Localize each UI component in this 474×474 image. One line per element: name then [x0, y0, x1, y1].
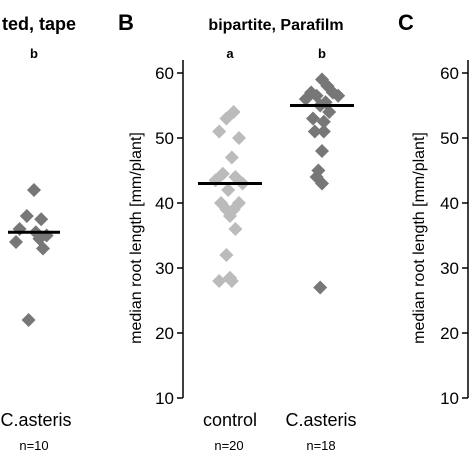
panel-c: C median root length [mm/plant] 10 20 30 40…	[398, 10, 469, 408]
panel-c-y-tick-label: 60	[440, 64, 459, 83]
data-point	[219, 111, 234, 126]
data-point	[232, 131, 246, 145]
panel-b-n-control: n=20	[214, 438, 243, 453]
data-point	[21, 313, 36, 327]
panel-b-sig-letter-control: a	[226, 46, 234, 61]
data-point	[223, 209, 237, 223]
panel-left-sig-letter: b	[30, 46, 38, 61]
data-point	[19, 209, 34, 223]
data-point	[212, 124, 227, 139]
panel-b-y-tick-label: 30	[155, 259, 174, 278]
panel-b-ylabel: median root length [mm/plant]	[128, 132, 145, 344]
panel-b: B bipartite, Parafilm a b median root le…	[118, 10, 357, 453]
panel-left: ted, tape b C.asteris n=10	[0, 14, 76, 453]
data-point	[306, 111, 320, 126]
panel-left-category-label: C.asteris	[0, 410, 71, 430]
panel-b-y-ticks: 10 20 30 40 50 60	[155, 64, 183, 408]
panel-c-label: C	[398, 10, 414, 35]
data-point	[316, 114, 331, 129]
data-point	[316, 124, 331, 139]
data-point	[315, 144, 329, 158]
panel-b-sig-letter-casteris: b	[318, 46, 326, 61]
data-point	[219, 248, 234, 262]
panel-c-y-tick-label: 30	[440, 259, 459, 278]
data-point	[12, 222, 27, 236]
panel-c-y-tick-label: 20	[440, 324, 459, 343]
panel-b-y-tick-label: 20	[155, 324, 174, 343]
panel-b-points	[208, 72, 346, 295]
data-point	[221, 183, 236, 197]
panel-b-label: B	[118, 10, 134, 35]
data-point	[27, 183, 41, 197]
data-point	[228, 222, 243, 236]
panel-b-y-tick-label: 60	[155, 64, 174, 83]
data-point	[331, 88, 346, 103]
data-point	[298, 92, 313, 106]
panel-c-y-tick-label: 40	[440, 194, 459, 213]
panel-c-y-tick-label: 50	[440, 129, 459, 148]
data-point	[212, 274, 227, 288]
data-point	[34, 212, 49, 227]
panel-left-title: ted, tape	[2, 14, 76, 34]
data-point	[307, 124, 322, 139]
panel-left-n-label: n=10	[19, 438, 48, 453]
data-point	[322, 105, 337, 119]
data-point	[9, 235, 23, 249]
data-point	[315, 176, 329, 191]
panel-c-ylabel: median root length [mm/plant]	[411, 132, 428, 344]
panel-b-title: bipartite, Parafilm	[208, 17, 343, 34]
panel-c-y-ticks: 10 20 30 40 50 60	[440, 64, 468, 408]
panel-b-y-tick-label: 40	[155, 194, 174, 213]
panel-b-y-tick-label: 50	[155, 129, 174, 148]
panel-b-n-casteris: n=18	[306, 438, 335, 453]
data-point	[223, 270, 237, 285]
panel-c-y-tick-label: 10	[440, 389, 459, 408]
panel-b-category-control: control	[203, 410, 257, 430]
panel-left-points	[9, 183, 54, 327]
panel-b-y-tick-label: 10	[155, 389, 174, 408]
data-point	[36, 241, 50, 256]
panel-b-category-casteris: C.asteris	[285, 410, 356, 430]
data-point	[224, 150, 239, 165]
data-point	[313, 280, 328, 295]
